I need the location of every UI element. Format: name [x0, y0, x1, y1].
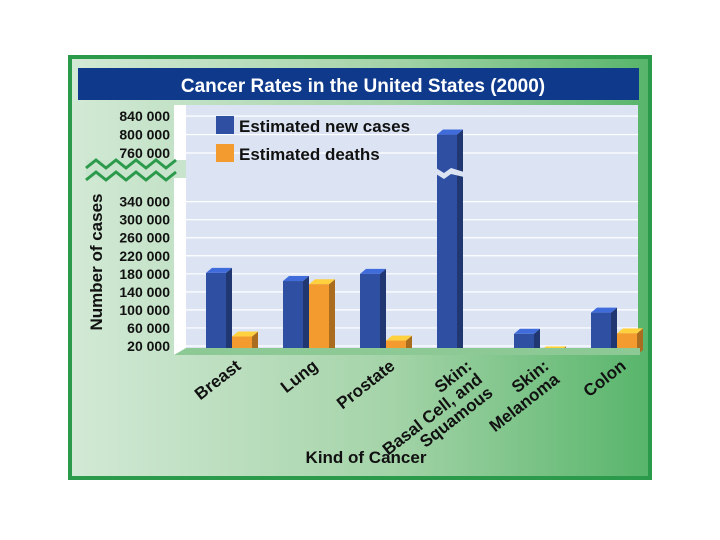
legend-label-new-cases: Estimated new cases [239, 117, 410, 136]
legend: Estimated new cases Estimated deaths [216, 116, 410, 164]
bar-top [591, 307, 617, 313]
bar-front [283, 281, 303, 355]
gridlines [186, 115, 638, 347]
bar-top [232, 331, 258, 337]
bar-front [591, 312, 611, 355]
bar-side [303, 276, 309, 355]
x-tick-label: Prostate [333, 356, 398, 413]
legend-swatch-new-cases [216, 116, 234, 134]
bar-break [436, 168, 464, 179]
y-tick-label: 100 000 [119, 302, 170, 318]
bar-top [437, 129, 463, 135]
bar-top [283, 276, 309, 282]
plot-area [186, 105, 638, 355]
x-tick-label: Breast [191, 356, 245, 404]
axis-break [85, 158, 186, 182]
y-tick-label: 840 000 [119, 108, 170, 124]
bar-side [611, 307, 617, 355]
bar-top [514, 328, 540, 334]
title-bar [78, 68, 639, 100]
y-tick-label: 800 000 [119, 127, 170, 143]
y-axis-strip [174, 105, 186, 355]
bar-top [309, 279, 335, 285]
x-tick-label: Lung [277, 356, 321, 397]
bar-side [457, 129, 463, 355]
x-tick-label-line: Prostate [333, 356, 398, 413]
y-ticks: 20 000 60 000 100 000 140 000 180 000 220 000… [119, 108, 170, 354]
bar-new-cases [436, 129, 464, 355]
x-tick-label: Colon [580, 356, 630, 401]
y-axis-title: Number of cases [87, 194, 106, 331]
y-tick-label: 260 000 [119, 230, 170, 246]
bar-side [226, 267, 232, 355]
bar-new-cases [206, 267, 232, 355]
y-tick-label: 20 000 [127, 338, 170, 354]
bar-front [309, 284, 329, 355]
bar-top [360, 268, 386, 274]
y-tick-label: 300 000 [119, 212, 170, 228]
x-axis-title: Kind of Cancer [306, 448, 427, 467]
bar-front [206, 272, 226, 355]
y-tick-label: 760 000 [119, 145, 170, 161]
bar-new-cases [360, 268, 386, 355]
plot-floor [174, 348, 640, 355]
bar-side [380, 268, 386, 355]
axis-break-zigzag-top [85, 158, 177, 170]
bar-top [617, 328, 643, 334]
bar-top [206, 267, 232, 273]
bar-deaths [309, 279, 335, 355]
chart-title: Cancer Rates in the United States (2000) [181, 76, 545, 97]
bar-top [386, 335, 412, 341]
axis-break-zigzag-bottom [85, 170, 177, 182]
x-tick-label-line: Colon [580, 356, 630, 401]
y-tick-label: 220 000 [119, 248, 170, 264]
bar-side [329, 279, 335, 355]
y-tick-label: 140 000 [119, 284, 170, 300]
y-tick-label: 60 000 [127, 320, 170, 336]
bar-front [437, 134, 457, 355]
bar-new-cases [591, 307, 617, 355]
y-tick-label: 340 000 [119, 194, 170, 210]
bar-new-cases [283, 276, 309, 355]
legend-label-deaths: Estimated deaths [239, 145, 380, 164]
y-tick-label: 180 000 [119, 266, 170, 282]
bars [206, 129, 643, 355]
bar-front [360, 273, 380, 355]
legend-swatch-deaths [216, 144, 234, 162]
x-tick-label-line: Lung [277, 356, 321, 397]
x-tick-label-line: Breast [191, 356, 245, 404]
